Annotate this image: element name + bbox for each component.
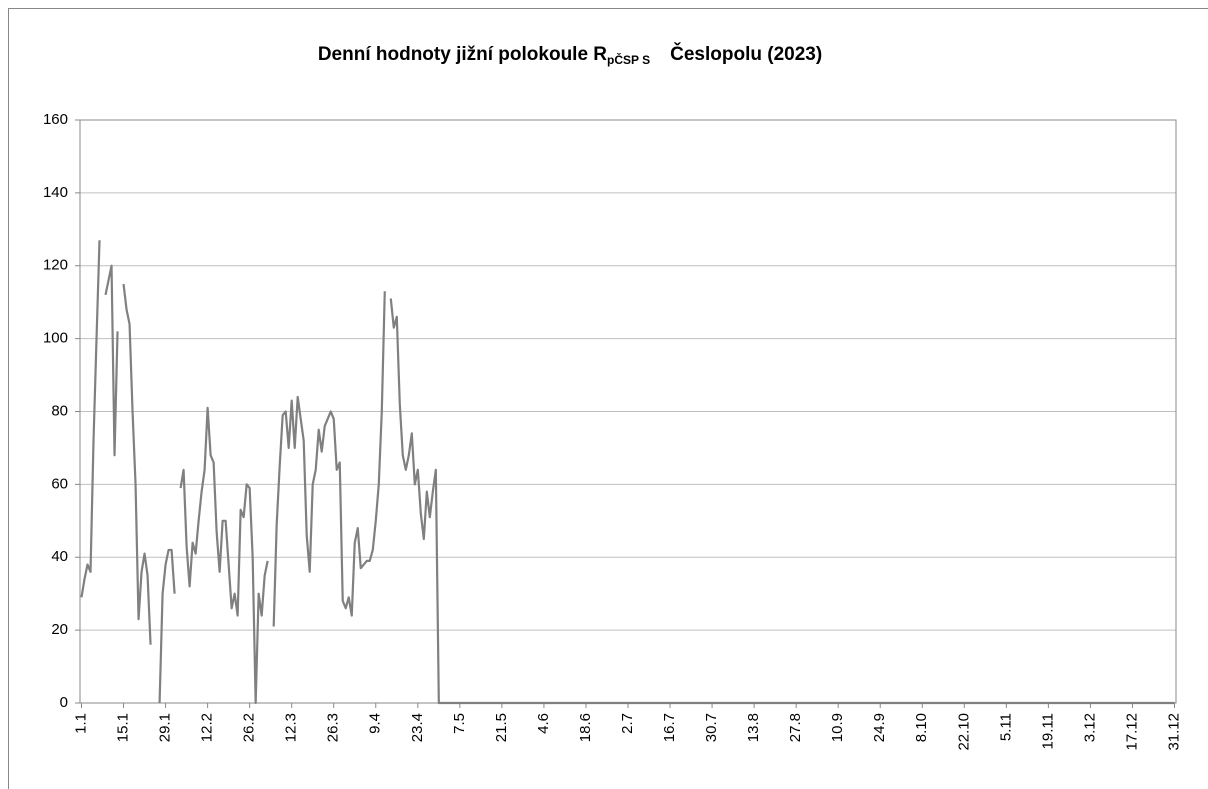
- x-tick-label: 8.10: [913, 713, 930, 742]
- x-tick-label: 12.3: [283, 713, 300, 742]
- y-tick-label: 80: [51, 402, 68, 419]
- x-tick-label: 26.2: [241, 713, 258, 742]
- x-tick-label: 13.8: [745, 713, 762, 742]
- chart-frame: [8, 8, 1208, 789]
- x-tick-label: 18.6: [577, 713, 594, 742]
- x-tick-label: 3.12: [1081, 713, 1098, 742]
- title-subscript: pČSP S: [607, 52, 650, 67]
- title-main: Denní hodnoty jižní polokoule R: [318, 44, 607, 65]
- y-tick-label: 140: [43, 184, 68, 201]
- x-tick-label: 22.10: [955, 713, 972, 751]
- x-tick-label: 21.5: [493, 713, 510, 742]
- y-tick-label: 160: [43, 111, 68, 128]
- x-tick-label: 7.5: [451, 713, 468, 734]
- x-tick-label: 4.6: [535, 713, 552, 734]
- title-end: Česlopolu (2023): [670, 43, 822, 65]
- x-tick-label: 24.9: [871, 713, 888, 742]
- x-tick-label: 30.7: [703, 713, 720, 742]
- x-tick-label: 9.4: [367, 713, 384, 734]
- x-tick-label: 31.12: [1165, 713, 1182, 751]
- y-tick-label: 40: [51, 548, 68, 565]
- x-tick-label: 29.1: [157, 713, 174, 742]
- x-tick-label: 5.11: [997, 713, 1014, 741]
- x-tick-label: 27.8: [787, 713, 804, 742]
- x-tick-label: 1.1: [72, 713, 89, 734]
- x-tick-label: 2.7: [619, 713, 636, 734]
- chart-title: Denní hodnoty jižní polokoule RpČSP S Čes…: [318, 43, 822, 67]
- y-tick-label: 100: [43, 330, 68, 347]
- y-tick-label: 20: [51, 621, 68, 638]
- y-tick-label: 120: [43, 257, 68, 274]
- x-tick-label: 10.9: [829, 713, 846, 742]
- x-tick-label: 23.4: [409, 713, 426, 742]
- x-tick-label: 12.2: [199, 713, 216, 742]
- x-tick-label: 19.11: [1039, 713, 1056, 749]
- y-tick-label: 60: [51, 475, 68, 492]
- x-tick-label: 16.7: [661, 713, 678, 742]
- x-tick-label: 17.12: [1123, 713, 1140, 751]
- y-tick-label: 0: [60, 694, 68, 711]
- x-tick-label: 15.1: [115, 713, 132, 742]
- x-tick-label: 26.3: [325, 713, 342, 742]
- data-line: [80, 240, 1175, 705]
